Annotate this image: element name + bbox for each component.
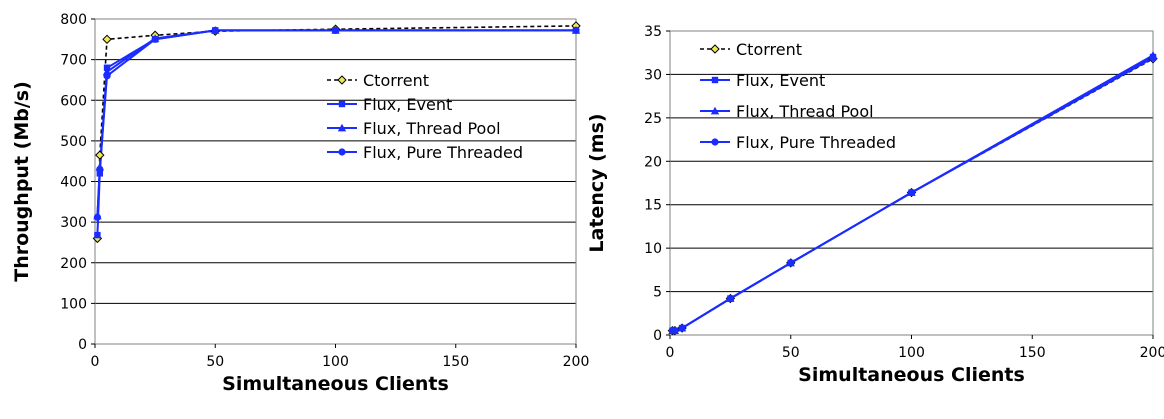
x-tick-label: 150: [442, 354, 469, 370]
y-tick-label: 20: [644, 154, 662, 170]
data-point: [96, 165, 104, 173]
data-point: [726, 294, 734, 303]
data-point: [331, 26, 340, 34]
y-tick-label: 500: [60, 134, 87, 150]
data-point: [211, 26, 219, 34]
y-tick-label: 700: [60, 53, 87, 69]
legend-marker: [710, 44, 720, 54]
data-point: [787, 259, 795, 267]
data-point: [96, 170, 104, 177]
x-tick-label: 0: [91, 354, 100, 370]
data-point: [1149, 54, 1157, 62]
y-tick-label: 5: [653, 285, 662, 301]
legend-label: Flux, Event: [736, 71, 825, 90]
legend-label: Flux, Pure Threaded: [736, 133, 896, 152]
legend-label: Flux, Pure Threaded: [363, 143, 523, 162]
y-tick-label: 15: [644, 198, 662, 214]
series-line: [96, 25, 577, 239]
data-point: [572, 26, 580, 34]
y-tick-label: 300: [60, 215, 87, 231]
legend-marker: [711, 76, 719, 84]
y-axis-title: Latency (ms): [586, 113, 608, 252]
legend-marker: [338, 148, 346, 156]
data-point: [678, 324, 686, 332]
legend-marker: [338, 100, 346, 108]
throughput-chart: 0 100 200 300 400 500 600 700 800 0 50 100 150 200 Sim…: [11, 12, 589, 395]
series-line: [96, 29, 576, 218]
data-point: [102, 34, 112, 45]
x-axis-title: Simultaneous Clients: [222, 373, 449, 395]
x-tick-label: 100: [322, 354, 349, 370]
legend-marker: [337, 75, 347, 85]
legend-label: Flux, Thread Pool: [736, 102, 874, 121]
y-axis-title: Throughput (Mb/s): [11, 81, 33, 282]
series-line: [96, 29, 576, 217]
x-tick-label: 0: [666, 345, 675, 361]
x-axis-title: Simultaneous Clients: [798, 364, 1025, 386]
data-point: [907, 188, 916, 197]
legend-marker: [337, 123, 347, 132]
x-tick-label: 150: [1019, 345, 1046, 361]
y-tick-label: 800: [60, 12, 87, 28]
y-tick-label: 35: [644, 24, 662, 40]
y-tick-label: 0: [653, 328, 662, 344]
legend-label: Flux, Thread Pool: [363, 119, 501, 138]
legend-label: Ctorrent: [736, 40, 802, 59]
data-point: [103, 72, 111, 80]
series-line: [96, 29, 576, 236]
y-tick-label: 0: [78, 337, 87, 353]
y-tick-label: 100: [60, 296, 87, 312]
latency-chart: 0 5 10 15 20 25 30 35 0 50 100 150 200 Simultaneous C…: [586, 24, 1164, 386]
legend-label: Ctorrent: [363, 71, 429, 90]
legend-marker: [711, 138, 719, 146]
x-tick-label: 50: [206, 354, 224, 370]
data-point: [151, 35, 159, 43]
y-tick-label: 600: [60, 93, 87, 109]
x-tick-label: 200: [1140, 345, 1164, 361]
legend-label: Flux, Event: [363, 95, 452, 114]
y-tick-label: 200: [60, 256, 87, 272]
y-tick-label: 25: [644, 111, 662, 127]
x-tick-label: 50: [782, 345, 800, 361]
legend-marker: [710, 106, 720, 115]
data-point: [671, 327, 679, 335]
data-point: [95, 150, 105, 160]
data-point: [93, 213, 102, 221]
x-tick-label: 100: [898, 345, 925, 361]
y-tick-label: 400: [60, 175, 87, 191]
y-tick-label: 10: [644, 241, 662, 257]
data-point: [94, 231, 101, 239]
x-tick-label: 200: [563, 354, 590, 370]
y-tick-label: 30: [644, 67, 662, 83]
